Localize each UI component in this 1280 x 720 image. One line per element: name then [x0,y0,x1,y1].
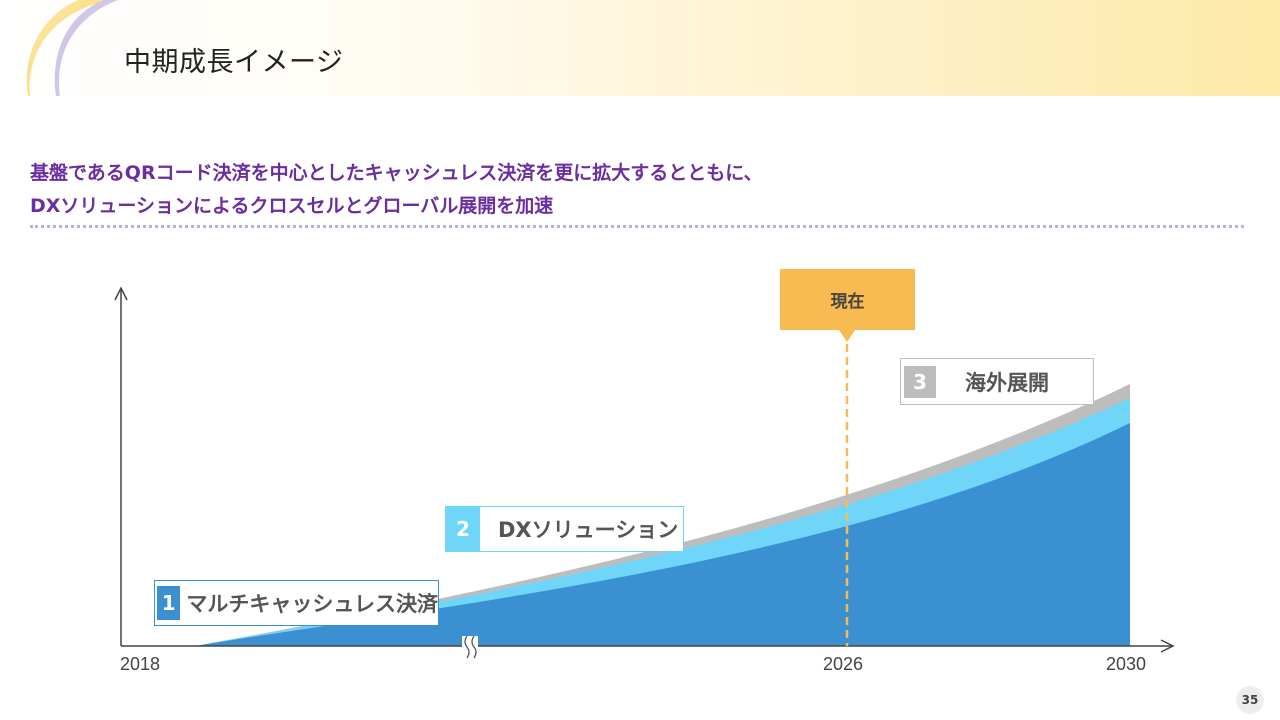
series-name-2: DXソリューション [498,518,679,542]
axis-break-mark [464,635,470,659]
header-decoration [26,0,122,96]
series-label-overseas: 3 海外展開 [900,358,1094,405]
x-tick-2018: 2018 [120,654,161,674]
page-number: 35 [1236,686,1264,714]
axis-break-gap [462,636,478,658]
series-label-dx: 2 DXソリューション [445,506,684,552]
lead-text: 基盤であるQRコード決済を中心としたキャッシュレス決済を更に拡大するとともに、 … [30,157,1250,223]
now-marker-label: 現在 [780,269,915,330]
series-name-1: マルチキャッシュレス決済 [186,592,438,616]
series-label-cashless: 1 マルチキャッシュレス決済 [154,580,439,626]
now-marker-pointer [839,330,855,342]
header-band [0,0,1280,96]
series-number-1: 1 [157,586,181,620]
lead-line-2: DXソリューションによるクロスセルとグローバル展開を加速 [30,195,554,217]
page-title: 中期成長イメージ [124,47,344,78]
x-tick-2026: 2026 [823,654,864,674]
series-area-cashless [195,423,1130,646]
y-axis-arrow [114,286,128,301]
series-name-3: 海外展開 [965,370,1049,395]
dotted-divider [30,225,1244,228]
x-tick-2030: 2030 [1106,654,1147,674]
series-number-3: 3 [904,365,936,398]
x-axis-arrow [1160,639,1175,653]
series-number-2: 2 [446,507,480,551]
axis-break-mark-2 [471,635,477,659]
lead-line-1: 基盤であるQRコード決済を中心としたキャッシュレス決済を更に拡大するとともに、 [30,162,763,184]
